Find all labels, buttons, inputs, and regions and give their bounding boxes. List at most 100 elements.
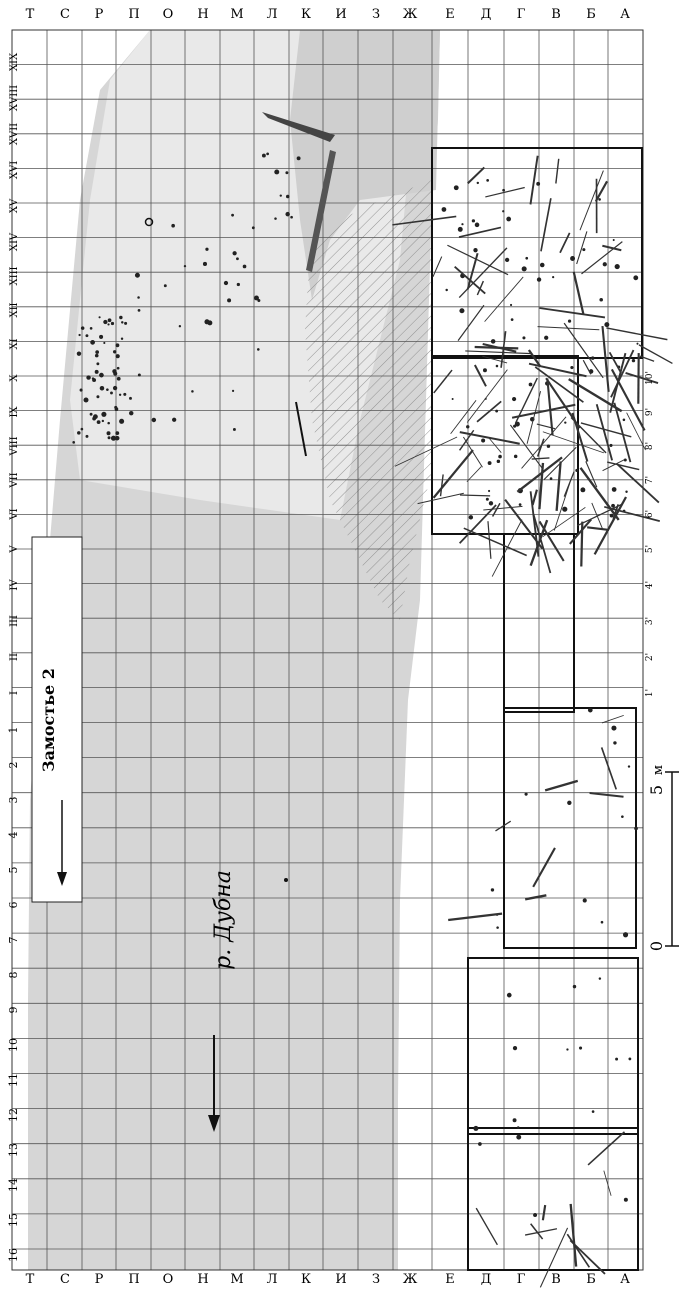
timber-line: [639, 345, 672, 364]
find-dot: [80, 389, 83, 392]
timber-line: [602, 747, 617, 789]
top-letter: И: [335, 7, 346, 22]
primed-label: 2': [645, 653, 655, 661]
find-dot: [478, 1142, 482, 1146]
find-dot: [262, 154, 266, 158]
find-dot: [613, 239, 615, 241]
find-dot: [609, 444, 612, 447]
find-dot: [129, 411, 133, 415]
bottom-letter-labels: Т С Р П О Н М Л К И З Ж Е Д Г В Б А: [26, 1272, 630, 1287]
find-dot: [533, 1213, 537, 1217]
find-dot: [286, 195, 290, 199]
timber-line: [587, 527, 609, 530]
find-dot: [452, 398, 454, 400]
row-label-roman: I: [9, 691, 20, 695]
find-dot: [96, 395, 99, 398]
find-dot: [628, 1058, 631, 1061]
find-dot: [121, 321, 123, 323]
find-dot: [204, 319, 209, 324]
find-dot: [123, 393, 126, 396]
find-dot: [481, 439, 485, 443]
find-dot: [81, 428, 84, 431]
find-dot: [77, 431, 81, 435]
find-dot: [108, 436, 111, 439]
find-dot: [116, 343, 120, 347]
find-dot: [466, 425, 469, 428]
find-dot: [274, 169, 279, 174]
find-dot: [511, 318, 514, 321]
find-dot: [171, 224, 175, 228]
find-dot: [583, 898, 587, 902]
find-dot: [172, 418, 176, 422]
timber-line: [567, 1234, 589, 1267]
timber-line: [467, 370, 507, 423]
find-dot: [495, 410, 498, 413]
row-label-roman: VIII: [9, 436, 20, 456]
bottom-letter: В: [551, 1272, 561, 1287]
find-dot: [633, 275, 638, 280]
timber-line: [606, 328, 667, 340]
find-dot: [575, 469, 578, 472]
timber-line: [570, 519, 591, 543]
top-letter: А: [620, 7, 630, 22]
row-label-number: 14: [7, 1178, 20, 1192]
river-name: р. Дубна: [211, 870, 236, 970]
row-label-number: 2: [7, 762, 20, 769]
find-dot: [612, 487, 617, 492]
bottom-letter: И: [335, 1272, 346, 1287]
find-dot: [103, 320, 107, 324]
row-label-number: 1: [7, 727, 20, 734]
find-dot: [284, 878, 288, 882]
find-dot: [290, 216, 293, 219]
find-dot: [77, 351, 81, 355]
find-dot: [95, 354, 99, 358]
row-label-roman: XVII: [9, 123, 20, 145]
find-dot: [237, 283, 240, 286]
find-dot: [598, 198, 601, 201]
find-dot: [445, 289, 447, 291]
find-dot: [459, 308, 464, 313]
timber-line: [592, 503, 603, 530]
find-dot: [110, 392, 113, 395]
timber-line: [556, 159, 559, 184]
find-dot: [101, 412, 106, 417]
primed-label: 5': [645, 545, 655, 553]
find-dot: [205, 248, 208, 251]
find-dot: [506, 217, 511, 222]
find-dot: [550, 477, 553, 480]
top-letter: Т: [26, 7, 35, 22]
find-dot: [107, 323, 109, 325]
timber-line: [447, 245, 508, 274]
find-dot: [522, 266, 527, 271]
find-dot: [266, 153, 269, 156]
find-dot: [92, 417, 96, 421]
find-dot: [579, 1046, 582, 1049]
find-dot: [84, 398, 89, 403]
timber-line: [571, 1204, 576, 1267]
find-dot: [92, 378, 96, 382]
find-dot: [117, 377, 121, 381]
top-letter: К: [301, 7, 311, 22]
find-dot: [257, 299, 260, 302]
row-label-roman: IX: [9, 406, 20, 418]
find-dot: [522, 336, 525, 339]
find-dot: [582, 248, 585, 251]
row-label-number: 5: [7, 867, 20, 874]
bottom-letter: А: [620, 1272, 630, 1287]
find-dot: [280, 194, 282, 196]
site-name-box: Замостье 2: [32, 537, 82, 902]
find-dot: [603, 262, 607, 266]
find-dot: [99, 316, 101, 318]
find-dot: [252, 226, 255, 229]
row-label-number: 11: [7, 1073, 20, 1087]
find-dot: [623, 419, 626, 422]
find-dot: [491, 888, 494, 891]
top-letter: Л: [267, 7, 278, 22]
timber-line: [595, 497, 626, 554]
find-dot: [570, 256, 575, 261]
bottom-letter: Г: [517, 1272, 526, 1287]
timber-line: [530, 156, 537, 205]
find-dot: [552, 276, 554, 278]
find-dot: [488, 461, 492, 465]
timber-line: [475, 347, 519, 348]
